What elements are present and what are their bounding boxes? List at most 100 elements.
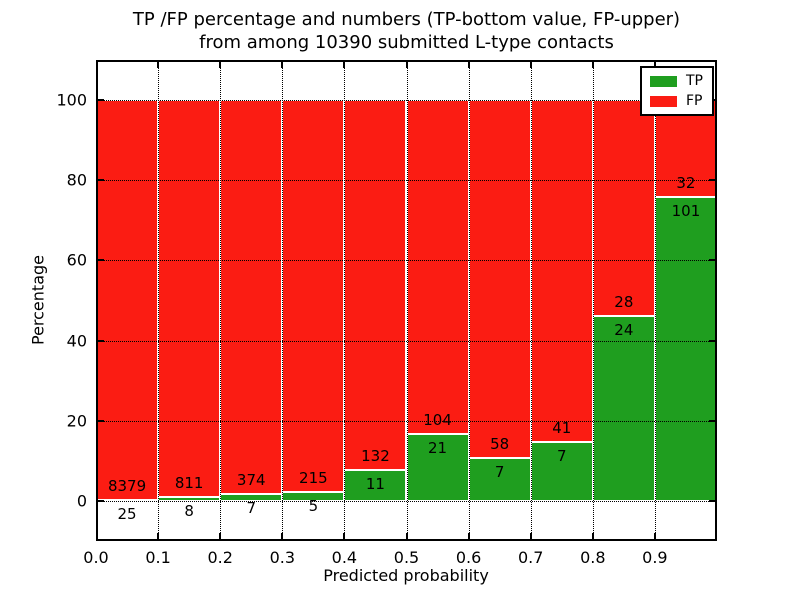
bar-fp-segment	[530, 100, 593, 443]
vertical-gridline	[468, 60, 470, 541]
fp-count-label: 8379	[107, 476, 147, 495]
tp-count-label: 11	[365, 475, 385, 494]
legend-label-fp: FP	[686, 93, 703, 109]
y-tick-mark-right	[709, 179, 715, 182]
vertical-gridline	[158, 60, 160, 541]
x-tick-label: 0.5	[393, 548, 420, 567]
x-tick-mark-top	[157, 62, 160, 68]
bar-fp-segment	[592, 100, 655, 316]
x-tick-mark	[343, 533, 346, 539]
x-tick-mark	[281, 533, 284, 539]
x-tick-label: 0.3	[269, 548, 296, 567]
x-tick-label: 0.9	[642, 548, 668, 567]
y-tick-mark-right	[709, 339, 715, 342]
x-tick-mark	[529, 533, 532, 539]
x-tick-mark	[219, 533, 222, 539]
x-tick-label: 0.4	[331, 548, 358, 567]
y-tick-label: 0	[76, 491, 87, 511]
vertical-gridline	[530, 60, 532, 541]
tp-count-label: 21	[428, 438, 448, 457]
fp-count-label: 811	[174, 473, 204, 492]
bar-fp-segment	[406, 100, 469, 434]
chart-title: TP /FP percentage and numbers (TP-bottom…	[96, 8, 717, 55]
fp-count-label: 374	[236, 470, 266, 489]
vertical-gridline	[344, 60, 346, 541]
x-tick-mark-top	[343, 62, 346, 68]
legend-row-tp: TP	[650, 74, 703, 88]
x-tick-mark	[591, 533, 594, 539]
axis-spine-bottom	[96, 539, 717, 541]
tp-count-label: 8	[184, 501, 194, 520]
fp-count-label: 215	[299, 468, 328, 487]
bar-fp-segment	[344, 100, 407, 471]
x-tick-label: 0.8	[580, 548, 606, 567]
x-tick-mark-top	[591, 62, 594, 68]
x-tick-label: 0.0	[83, 548, 109, 567]
fp-count-label: 28	[614, 292, 634, 311]
tp-count-label: 7	[246, 498, 257, 517]
x-tick-mark-top	[281, 62, 284, 68]
chart-title-line2: from among 10390 submitted L-type contac…	[199, 32, 614, 54]
legend-label-tp: TP	[686, 73, 703, 89]
x-tick-mark-top	[96, 62, 98, 68]
x-tick-mark	[653, 533, 656, 539]
y-tick-label: 40	[66, 331, 87, 351]
y-tick-mark	[98, 339, 104, 342]
y-tick-mark	[98, 179, 104, 182]
y-tick-label: 60	[66, 250, 87, 270]
y-tick-mark-right	[709, 259, 715, 262]
y-tick-mark-right	[709, 499, 715, 502]
bar-fp-segment	[96, 100, 159, 500]
axis-spine-left	[96, 60, 98, 541]
x-tick-mark-top	[467, 62, 470, 68]
bar-tp-segment	[468, 457, 531, 501]
y-tick-mark	[98, 499, 104, 502]
y-tick-mark-right	[709, 419, 715, 422]
bar-tp-segment	[654, 196, 717, 501]
y-tick-mark	[98, 259, 104, 262]
bar-fp-segment	[468, 100, 531, 458]
y-tick-label: 100	[56, 90, 87, 110]
y-axis-label: Percentage	[28, 254, 48, 346]
legend-swatch-fp-icon	[650, 95, 677, 107]
vertical-gridline	[220, 60, 222, 541]
fp-count-label: 32	[676, 173, 696, 192]
legend-swatch-tp-icon	[650, 75, 677, 87]
vertical-gridline	[282, 60, 284, 541]
tp-count-label: 7	[494, 462, 505, 481]
x-tick-mark	[96, 533, 98, 539]
bar-tp-segment	[592, 315, 655, 501]
tp-count-label: 101	[671, 201, 701, 220]
vertical-gridline	[654, 60, 656, 541]
bar-fp-segment	[220, 100, 283, 494]
fp-count-label: 58	[490, 434, 510, 453]
vertical-gridline	[592, 60, 594, 541]
x-tick-mark	[157, 533, 160, 539]
bar-tp-segment	[344, 470, 407, 501]
vertical-gridline	[406, 60, 408, 541]
legend: TP FP	[640, 66, 714, 116]
tp-count-label: 7	[556, 447, 567, 466]
x-tick-label: 0.2	[207, 548, 233, 567]
x-tick-label: 0.6	[455, 548, 482, 567]
x-tick-label: 0.7	[517, 548, 544, 567]
y-tick-label: 80	[66, 170, 87, 190]
x-tick-mark	[467, 533, 470, 539]
fp-count-label: 132	[361, 447, 390, 466]
fp-count-label: 41	[552, 419, 572, 438]
axis-spine-top	[96, 60, 717, 62]
tp-count-label: 25	[117, 504, 137, 523]
x-tick-mark-top	[405, 62, 408, 68]
bar-tp-segment	[530, 442, 593, 501]
x-axis-label: Predicted probability	[323, 566, 489, 585]
x-tick-mark-top	[529, 62, 532, 68]
y-tick-label: 20	[66, 411, 87, 431]
plot-area: TP FP 8379 25 811 8 374 7 215 5 132 11 104 21 58 7 41 7 2…	[96, 60, 717, 541]
tp-count-label: 5	[308, 496, 319, 515]
tp-count-label: 24	[614, 320, 634, 339]
bar-fp-segment	[158, 100, 221, 497]
axis-spine-right	[715, 60, 717, 541]
bar-fp-segment	[282, 100, 345, 492]
y-tick-mark	[98, 419, 104, 422]
